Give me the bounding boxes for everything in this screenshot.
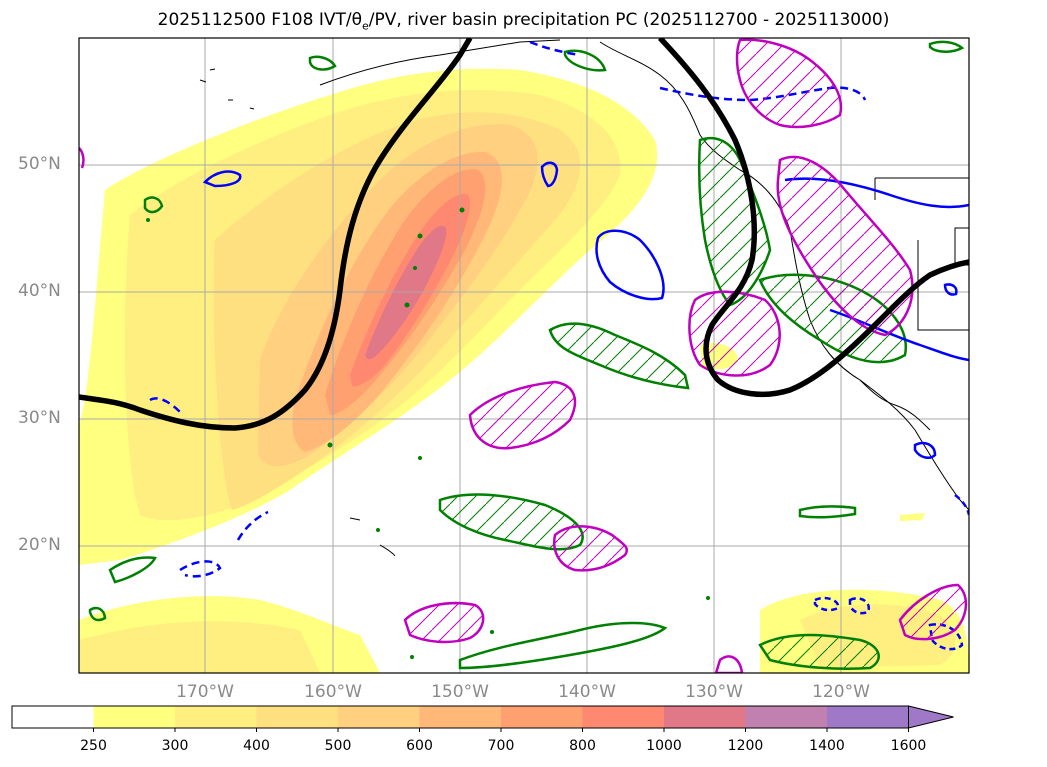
scattered-dots (146, 207, 710, 659)
colorbar-tick-label: 400 (243, 738, 270, 754)
colorbar-segment (12, 706, 94, 728)
colorbar-segment (582, 706, 665, 728)
colorbar-tick-label: 700 (487, 738, 515, 754)
lat-label-20n: 20°N (18, 535, 61, 555)
colorbar-tick-label: 1400 (809, 738, 845, 754)
lat-label-40n: 40°N (18, 281, 61, 301)
lon-label-130w: 130°W (685, 682, 743, 702)
colorbar-tick-label: 1200 (727, 738, 764, 754)
colorbar-tick-label: 600 (406, 738, 433, 754)
lon-label-140w: 140°W (558, 682, 616, 702)
lon-label-150w: 150°W (431, 682, 489, 702)
colorbar-tick-label: 800 (569, 738, 596, 754)
lat-label-50n: 50°N (18, 154, 61, 174)
colorbar-segment (419, 706, 502, 728)
theta-e-contours (79, 38, 969, 431)
colorbar-segment (501, 706, 583, 728)
colorbar-segment (256, 706, 339, 728)
colorbar-segment (827, 706, 909, 728)
lat-label-30n: 30°N (18, 408, 61, 428)
colorbar-frame (11, 705, 909, 729)
colorbar-segment (664, 706, 746, 728)
colorbar-tick-label: 1000 (646, 738, 682, 754)
colorbar-tick-label: 500 (324, 738, 352, 754)
coastlines (199, 39, 969, 557)
map-content (79, 38, 969, 673)
chart-title: 2025112500 F108 IVT/θe/PV, river basin p… (157, 10, 890, 33)
colorbar-tick-label: 250 (80, 738, 107, 754)
colorbar (11, 705, 954, 732)
magenta-hatched (79, 38, 968, 673)
colorbar-segment (338, 706, 420, 728)
colorbar-segment (93, 706, 176, 728)
map-frame (78, 37, 970, 674)
colorbar-segment (745, 706, 828, 728)
colorbar-segment (175, 706, 257, 728)
lon-label-170w: 170°W (176, 682, 234, 702)
lon-label-120w: 120°W (812, 682, 870, 702)
colorbar-extend-arrow (908, 705, 954, 729)
colorbar-tick-label: 300 (161, 738, 189, 754)
colorbar-tick-label: 1600 (890, 738, 927, 754)
lon-label-160w: 160°W (304, 682, 362, 702)
